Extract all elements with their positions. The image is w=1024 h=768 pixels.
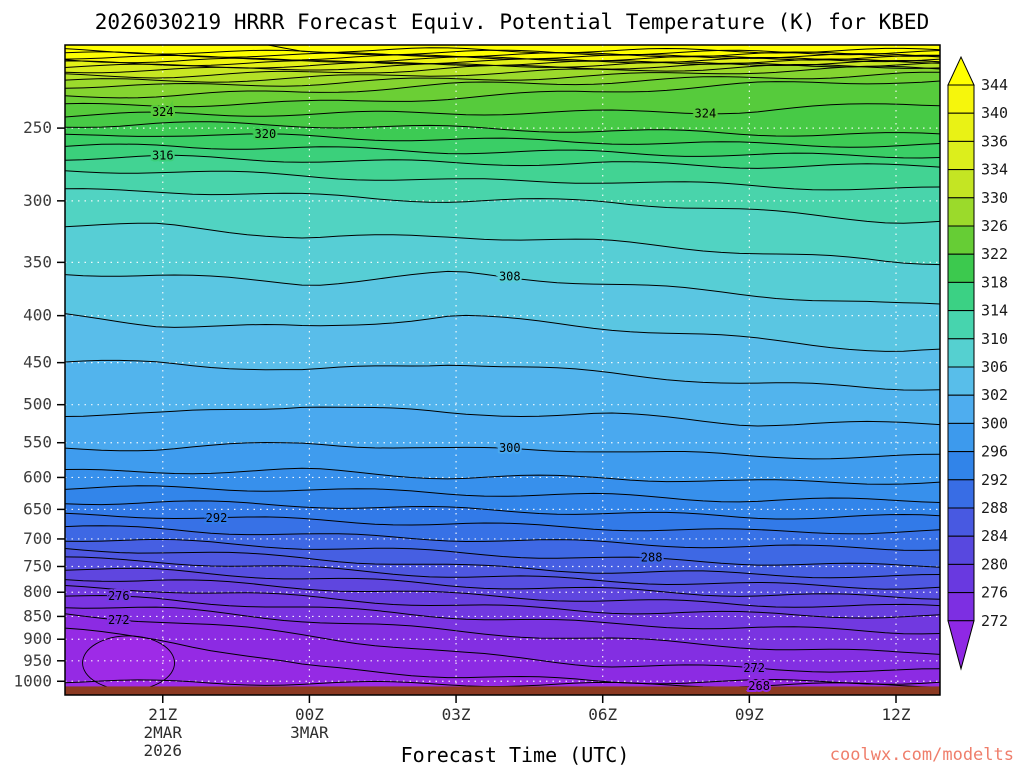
contour-label-300: 300	[499, 441, 521, 455]
x-axis-date-label: 2026	[143, 741, 182, 760]
colorbar-label-322: 322	[981, 245, 1008, 263]
x-axis-date-label: 2MAR	[143, 723, 182, 742]
colorbar-label-302: 302	[981, 386, 1008, 404]
colorbar-label-284: 284	[981, 527, 1008, 545]
contour-label-308: 308	[499, 270, 521, 284]
y-tick-750: 750	[23, 556, 52, 575]
contour-label-272: 272	[743, 661, 765, 675]
chart-title: 2026030219 HRRR Forecast Equiv. Potentia…	[95, 10, 929, 34]
contour-label-316: 316	[152, 149, 174, 163]
colorbar-label-306: 306	[981, 358, 1008, 376]
contour-label-320: 320	[255, 127, 277, 141]
colorbar-label-326: 326	[981, 217, 1008, 235]
y-tick-250: 250	[23, 118, 52, 137]
terrain-layer	[65, 686, 940, 695]
contour-field: 324 320 316 324 308 300 292 288 276 272 272 268	[65, 45, 940, 695]
colorbar-label-310: 310	[981, 330, 1008, 348]
contour-label-272: 272	[108, 613, 130, 627]
colorbar-label-336: 336	[981, 132, 1008, 150]
colorbar-label-300: 300	[981, 414, 1008, 432]
colorbar-label-280: 280	[981, 555, 1008, 573]
colorbar-arrow-top	[947, 55, 975, 86]
colorbar: 344 340 336 334 330 326 322 318 314 310 306 302 300 2…	[947, 55, 1008, 671]
y-tick-450: 450	[23, 353, 52, 372]
x-tick-12Z: 12Z	[882, 705, 911, 724]
y-tick-850: 850	[23, 606, 52, 625]
colorbar-label-296: 296	[981, 443, 1008, 461]
colorbar-label-292: 292	[981, 471, 1008, 489]
contour-label-292: 292	[206, 511, 228, 525]
y-tick-400: 400	[23, 306, 52, 325]
x-axis-date-label: 3MAR	[290, 723, 329, 742]
x-tick-03Z: 03Z	[442, 705, 471, 724]
x-tick-00Z: 00Z	[295, 705, 324, 724]
y-tick-700: 700	[23, 529, 52, 548]
contour-label-276: 276	[108, 589, 130, 603]
contour-label-268: 268	[748, 679, 770, 693]
contour-line-layer	[65, 45, 940, 688]
colorbar-label-340: 340	[981, 104, 1008, 122]
field-fill-layer	[65, 45, 940, 695]
y-tick-950: 950	[23, 651, 52, 670]
y-tick-900: 900	[23, 629, 52, 648]
watermark-text: coolwx.com/modelts	[830, 745, 1014, 765]
x-tick-21Z: 21Z	[148, 705, 177, 724]
y-tick-650: 650	[23, 499, 52, 518]
colorbar-label-276: 276	[981, 584, 1008, 602]
colorbar-label-330: 330	[981, 189, 1008, 207]
y-tick-600: 600	[23, 467, 52, 486]
colorbar-label-318: 318	[981, 273, 1008, 291]
y-tick-550: 550	[23, 433, 52, 452]
colorbar-arrow-bottom	[947, 620, 975, 671]
colorbar-label-344: 344	[981, 76, 1008, 94]
contour-label-288: 288	[641, 551, 663, 565]
x-tick-06Z: 06Z	[588, 705, 617, 724]
colorbar-label-334: 334	[981, 161, 1008, 179]
x-axis-title: Forecast Time (UTC)	[401, 743, 630, 767]
contour-label-layer: 324 320 316 324 308 300 292 288 276 272 272 268	[106, 103, 772, 695]
y-tick-300: 300	[23, 191, 52, 210]
y-tick-350: 350	[23, 252, 52, 271]
colorbar-label-288: 288	[981, 499, 1008, 517]
axes-layer: 250 300 350 400 450 500 550 600 650 700 750 800 850 9…	[13, 44, 941, 760]
y-tick-1000: 1000	[13, 671, 52, 690]
y-tick-500: 500	[23, 395, 52, 414]
y-tick-800: 800	[23, 582, 52, 601]
colorbar-label-314: 314	[981, 302, 1008, 320]
colorbar-label-272: 272	[981, 612, 1008, 630]
x-tick-09Z: 09Z	[735, 705, 764, 724]
contour-label-324: 324	[152, 105, 174, 119]
gridline-layer	[65, 45, 940, 695]
contour-label-324: 324	[695, 107, 717, 121]
